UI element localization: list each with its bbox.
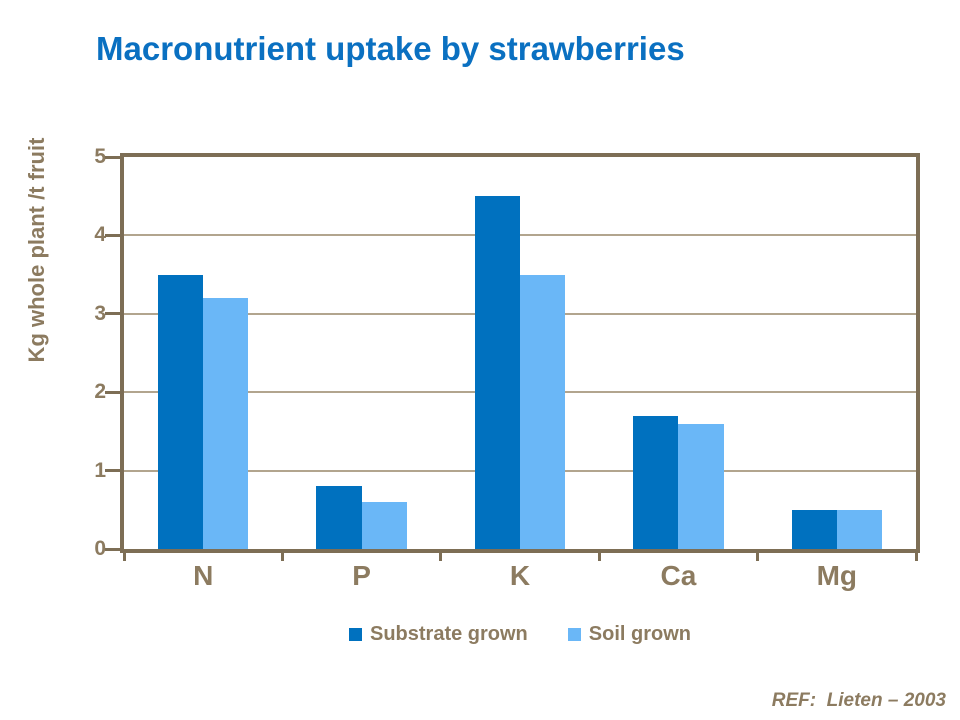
bar-n-substrate bbox=[157, 274, 204, 549]
legend-label: Substrate grown bbox=[369, 623, 528, 645]
y-axis-title: Kg whole plant /t fruit bbox=[24, 137, 49, 363]
ytick-label-4: 4 bbox=[94, 223, 106, 247]
legend: Substrate grown Soil grown bbox=[120, 621, 920, 647]
category-label-ca: Ca bbox=[660, 560, 697, 591]
gridline-y-4 bbox=[124, 234, 916, 237]
legend-item-soil: Soil grown bbox=[567, 623, 691, 645]
bar-k-substrate bbox=[474, 196, 520, 549]
ytick-label-5: 5 bbox=[94, 145, 106, 168]
xtick-mark-3 bbox=[597, 553, 601, 561]
xtick-mark-2 bbox=[439, 553, 443, 561]
xtick-mark-4 bbox=[756, 553, 760, 561]
ytick-mark-5 bbox=[105, 155, 120, 159]
legend-swatch-icon bbox=[567, 627, 581, 641]
ytick-mark-1 bbox=[105, 469, 120, 473]
bar-mg-substrate bbox=[791, 509, 837, 549]
ytick-label-0: 0 bbox=[94, 537, 106, 560]
bar-k-soil bbox=[520, 274, 566, 549]
legend-label: Soil grown bbox=[588, 623, 691, 645]
xtick-mark-5 bbox=[914, 553, 918, 561]
category-label-k: K bbox=[509, 560, 531, 591]
ytick-label-1: 1 bbox=[94, 458, 106, 482]
bar-ca-soil bbox=[678, 423, 724, 549]
ytick-mark-2 bbox=[105, 390, 120, 394]
ytick-mark-0 bbox=[105, 547, 120, 551]
chart-title: Macronutrient uptake by strawberries bbox=[96, 30, 685, 67]
xtick-mark-1 bbox=[280, 553, 284, 561]
legend-swatch-icon bbox=[348, 627, 362, 641]
ytick-mark-3 bbox=[105, 312, 120, 316]
bar-p-substrate bbox=[316, 486, 362, 549]
bar-ca-substrate bbox=[633, 415, 679, 549]
bar-mg-soil bbox=[836, 509, 883, 549]
bar-p-soil bbox=[361, 501, 407, 549]
category-label-n: N bbox=[193, 560, 214, 591]
plot-area bbox=[124, 157, 916, 549]
legend-item-substrate: Substrate grown bbox=[348, 623, 528, 645]
reference-text: REF: Lieten – 2003 bbox=[771, 690, 946, 711]
ytick-label-3: 3 bbox=[94, 301, 106, 325]
category-label-mg: Mg bbox=[816, 560, 857, 591]
ytick-label-2: 2 bbox=[94, 380, 106, 404]
category-label-p: P bbox=[352, 560, 371, 591]
xtick-mark-0 bbox=[122, 553, 126, 561]
ytick-mark-4 bbox=[105, 233, 120, 237]
bar-n-soil bbox=[203, 298, 249, 549]
